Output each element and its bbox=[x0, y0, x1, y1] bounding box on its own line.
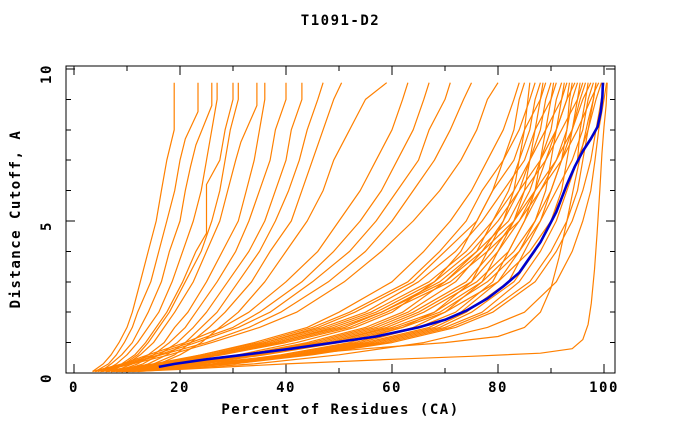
model-curve bbox=[105, 82, 239, 373]
chart-title: T1091-D2 bbox=[300, 13, 381, 29]
y-tick-label: 5 bbox=[39, 221, 55, 231]
model-curve bbox=[94, 82, 199, 373]
model-curve bbox=[116, 82, 594, 373]
model-curve bbox=[100, 82, 536, 373]
x-tick-label: 100 bbox=[589, 380, 619, 396]
model-curve bbox=[129, 82, 388, 373]
model-curve bbox=[108, 82, 258, 373]
model-curve bbox=[95, 82, 430, 373]
model-curve bbox=[121, 82, 573, 373]
model-curve bbox=[113, 82, 266, 373]
model-curve bbox=[102, 82, 218, 373]
model-curve bbox=[105, 82, 592, 373]
model-curve bbox=[121, 82, 544, 373]
model-curve bbox=[100, 82, 547, 373]
model-curve bbox=[95, 82, 451, 373]
model-curve bbox=[126, 82, 589, 373]
model-curve bbox=[121, 82, 597, 373]
model-curve bbox=[121, 82, 555, 373]
x-axis-label: Percent of Residues (CA) bbox=[221, 402, 460, 418]
model-curve bbox=[126, 82, 605, 373]
model-curve bbox=[105, 82, 568, 373]
x-tick-label: 0 bbox=[69, 380, 79, 396]
x-tick-label: 40 bbox=[276, 380, 296, 396]
model-curve bbox=[132, 82, 608, 373]
model-curve bbox=[92, 82, 409, 373]
model-curve bbox=[116, 82, 602, 373]
model-curve bbox=[105, 82, 600, 373]
model-curve bbox=[116, 82, 287, 373]
model-curve bbox=[126, 82, 343, 373]
x-tick-label: 80 bbox=[488, 380, 508, 396]
plot-frame bbox=[65, 65, 616, 374]
x-tick-label: 20 bbox=[170, 380, 190, 396]
model-curve bbox=[121, 82, 324, 373]
model-curve bbox=[92, 82, 175, 372]
reference-curve bbox=[158, 82, 605, 369]
model-curve bbox=[118, 82, 303, 373]
model-curve bbox=[105, 82, 234, 373]
y-tick-label: 10 bbox=[39, 64, 55, 84]
y-tick-label: 0 bbox=[39, 373, 55, 383]
model-curve bbox=[100, 82, 213, 372]
x-tick-label: 60 bbox=[382, 380, 402, 396]
model-curve bbox=[137, 82, 608, 373]
